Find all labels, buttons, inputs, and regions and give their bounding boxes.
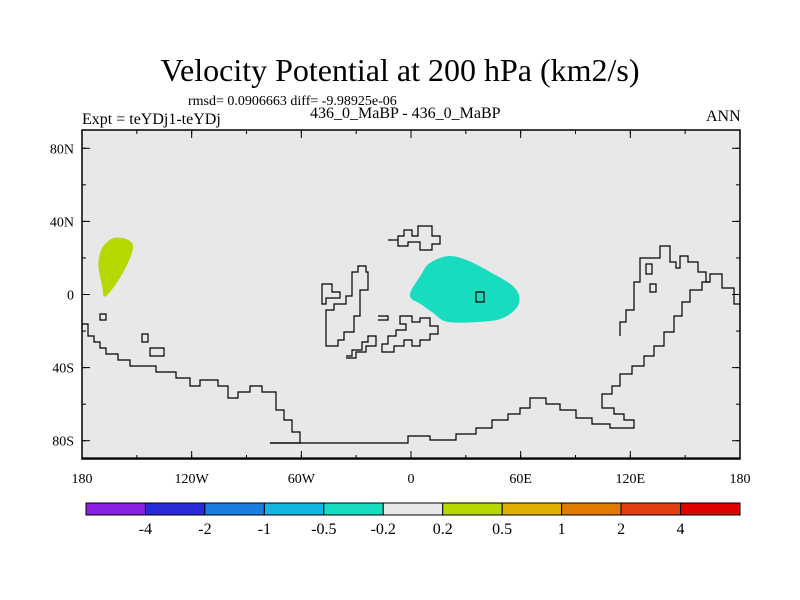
colorbar-swatch [204, 502, 265, 516]
anomaly-region-2 [409, 255, 520, 323]
x-tick-label: 60W [288, 472, 316, 487]
colorbar-label: 4 [677, 521, 685, 538]
colorbar-label: -0.2 [371, 521, 396, 538]
x-tick-label: 120E [616, 472, 646, 487]
case-label: 436_0_MaBP - 436_0_MaBP [310, 105, 501, 122]
y-tick-label: 40N [50, 215, 74, 230]
colorbar-swatch [442, 502, 503, 516]
colorbar-swatch [620, 502, 682, 516]
x-tick-label: 0 [408, 472, 415, 487]
y-tick-label: 40S [52, 362, 74, 377]
colorbar-swatch [382, 502, 444, 516]
experiment-label: Expt = teYDj1-teYDj [82, 111, 221, 128]
colorbar-label: -1 [258, 521, 271, 538]
chart-title: Velocity Potential at 200 hPa (km2/s) [160, 52, 640, 88]
colorbar-label: 1 [558, 521, 566, 538]
colorbar-label: -2 [198, 521, 211, 538]
x-tick-label: 180 [72, 472, 93, 487]
y-tick-label: 80S [52, 435, 74, 450]
colorbar-label: 0.5 [492, 521, 512, 538]
x-tick-label: 60E [509, 472, 532, 487]
colorbar-label: -4 [139, 521, 152, 538]
colorbar-swatch [561, 502, 622, 516]
y-tick-label: 80N [50, 142, 74, 157]
colorbar-swatch [680, 502, 741, 516]
colorbar-swatch [85, 502, 146, 516]
anomaly-region-1 [98, 237, 134, 297]
colorbar-swatch [323, 502, 384, 516]
colorbar-swatch [501, 502, 563, 516]
x-tick-label: 180 [730, 472, 751, 487]
stats-line: rmsd= 0.0906663 diff= -9.98925e-06 [188, 94, 397, 109]
x-tick-label: 120W [175, 472, 210, 487]
colorbar-label: -0.5 [311, 521, 336, 538]
season-label: ANN [706, 108, 741, 125]
colorbar-label: 0.2 [433, 521, 453, 538]
colorbar-swatch [144, 502, 206, 516]
y-tick-label: 0 [67, 289, 74, 304]
colorbar-swatch [263, 502, 325, 516]
colorbar-label: 2 [617, 521, 625, 538]
